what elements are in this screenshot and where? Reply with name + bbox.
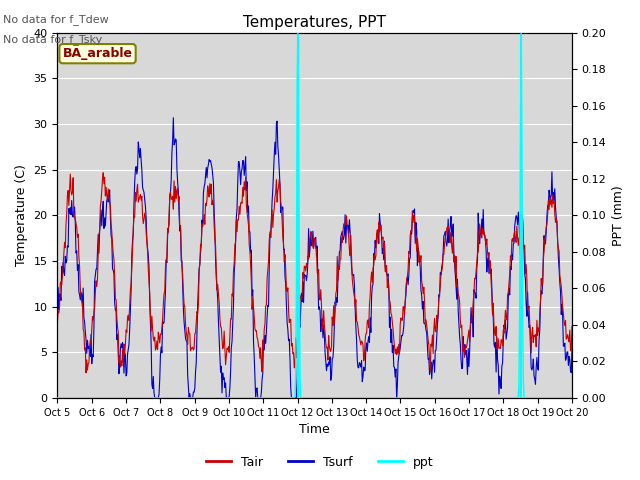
Legend: Tair, Tsurf, ppt: Tair, Tsurf, ppt [202, 451, 438, 474]
Text: No data for f_Tsky: No data for f_Tsky [3, 34, 102, 45]
Y-axis label: PPT (mm): PPT (mm) [612, 185, 625, 246]
Text: BA_arable: BA_arable [63, 47, 132, 60]
Title: Temperatures, PPT: Temperatures, PPT [243, 15, 386, 30]
X-axis label: Time: Time [300, 423, 330, 436]
Y-axis label: Temperature (C): Temperature (C) [15, 164, 28, 266]
Text: No data for f_Tdew: No data for f_Tdew [3, 14, 109, 25]
